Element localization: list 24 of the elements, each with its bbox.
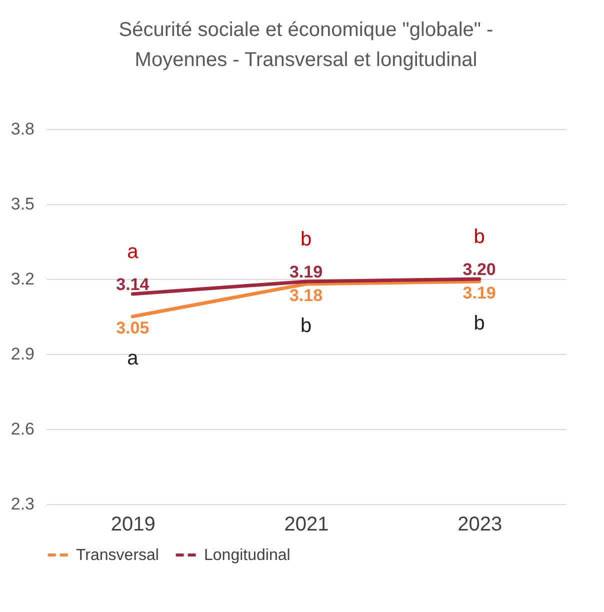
y-tick-label: 2.6	[10, 420, 34, 438]
data-label: 3.18	[289, 286, 323, 305]
data-label: 3.19	[462, 284, 496, 302]
x-tick-label: 2021	[284, 514, 329, 536]
data-label: 3.14	[116, 275, 150, 294]
y-tick-label: 2.3	[10, 494, 34, 514]
annotation: b	[300, 228, 312, 250]
annotation: b	[474, 226, 485, 248]
annotation: a	[127, 241, 140, 263]
legend-label: Longitudinal	[204, 547, 290, 564]
legend-label: Transversal	[76, 547, 159, 564]
y-tick-label: 2.9	[10, 344, 34, 364]
y-tick-label: 3.5	[10, 194, 34, 214]
annotation: a	[127, 348, 140, 370]
x-tick-label: 2023	[458, 514, 502, 536]
y-tick-label: 3.8	[10, 120, 34, 138]
x-tick-label: 2019	[110, 514, 156, 536]
annotation: b	[300, 315, 312, 337]
y-tick-label: 3.2	[10, 270, 34, 288]
data-label: 3.19	[289, 262, 323, 282]
data-label: 3.05	[116, 318, 150, 338]
data-label: 3.20	[462, 260, 496, 279]
annotation: b	[474, 312, 485, 334]
chart-title: Sécurité sociale et économique "globale" - Moyennes - Transversal et longitudinal	[118, 19, 494, 71]
